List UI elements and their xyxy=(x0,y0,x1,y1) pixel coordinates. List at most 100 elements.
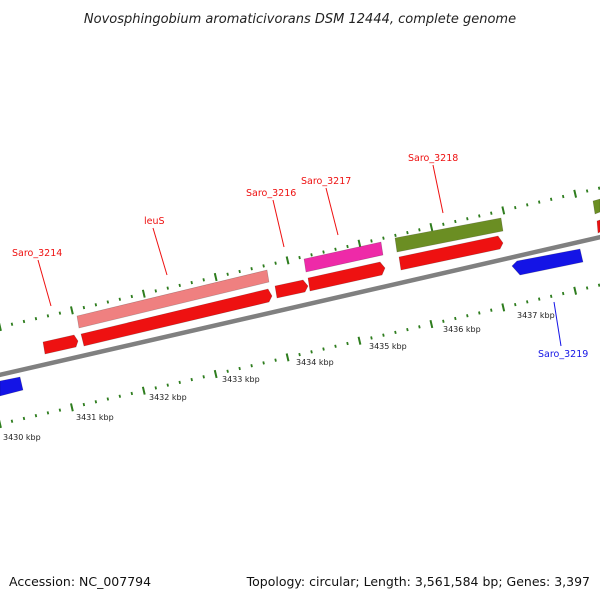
major-tick xyxy=(501,303,506,312)
minor-tick xyxy=(166,383,169,387)
minor-tick xyxy=(454,316,457,321)
minor-tick xyxy=(226,369,229,373)
major-tick xyxy=(0,419,2,429)
minor-tick xyxy=(490,211,493,215)
minor-tick xyxy=(10,419,14,423)
minor-tick xyxy=(34,414,38,418)
minor-tick xyxy=(22,416,26,421)
minor-tick xyxy=(538,297,541,301)
minor-tick xyxy=(58,408,62,412)
major-tick xyxy=(429,222,434,232)
minor-tick xyxy=(418,325,421,329)
minor-tick xyxy=(466,314,469,318)
minor-tick xyxy=(250,267,253,271)
minor-tick xyxy=(130,391,134,396)
gene-label-saro-3217[interactable]: Saro_3217 xyxy=(301,176,351,187)
minor-tick xyxy=(394,233,397,238)
major-tick xyxy=(141,386,146,395)
gene-label-group[interactable]: Saro_3218 xyxy=(408,153,458,214)
minor-tick xyxy=(478,214,481,218)
major-tick xyxy=(501,206,506,215)
accession-text: Accession: NC_007794 xyxy=(9,574,151,589)
minor-tick xyxy=(585,189,589,193)
gene-bar-leuS[interactable] xyxy=(76,269,270,329)
minor-tick xyxy=(298,352,301,357)
major-tick xyxy=(573,286,578,295)
gene-label-saro-3219[interactable]: Saro_3219 xyxy=(538,349,588,360)
minor-tick xyxy=(190,280,193,285)
minor-tick xyxy=(561,291,565,296)
gene-label-leuS[interactable]: leuS xyxy=(144,216,165,227)
minor-tick xyxy=(226,272,229,276)
minor-tick xyxy=(538,200,541,204)
minor-tick xyxy=(94,303,98,307)
minor-tick xyxy=(10,322,14,326)
minor-tick xyxy=(202,278,205,282)
gene-label-saro-3218[interactable]: Saro_3218 xyxy=(408,153,458,164)
gene-label-saro-3214[interactable]: Saro_3214 xyxy=(12,248,62,259)
gene-arrow[interactable] xyxy=(596,219,600,234)
gene-arrow[interactable] xyxy=(307,261,386,292)
minor-tick xyxy=(442,222,445,226)
gene-arrow[interactable] xyxy=(80,288,273,347)
major-tick xyxy=(285,353,290,362)
major-tick xyxy=(0,322,2,332)
major-tick xyxy=(213,272,218,282)
gene-arrow-reverse[interactable] xyxy=(511,248,584,276)
major-tick xyxy=(141,289,146,298)
map-title: Novosphingobium aromaticivorans DSM 1244… xyxy=(84,12,516,27)
minor-tick xyxy=(334,344,337,348)
minor-tick xyxy=(346,244,349,249)
major-tick xyxy=(357,239,362,248)
minor-tick xyxy=(46,314,50,318)
minor-tick xyxy=(549,294,553,298)
minor-tick xyxy=(262,361,265,365)
gene-label-group[interactable]: Saro_3217 xyxy=(301,176,351,236)
minor-tick xyxy=(478,311,481,315)
minor-tick xyxy=(549,197,553,201)
genome-backbone xyxy=(0,234,600,378)
minor-tick xyxy=(166,286,169,290)
gene-label-group[interactable]: Saro_3214 xyxy=(12,248,62,307)
minor-tick xyxy=(238,366,241,371)
minor-tick xyxy=(178,380,181,385)
gene-bar-edge[interactable] xyxy=(592,198,600,215)
gene-arrow[interactable] xyxy=(398,235,504,271)
minor-tick xyxy=(106,397,110,401)
minor-tick xyxy=(190,377,193,382)
major-tick xyxy=(70,403,74,412)
inner-tick-track xyxy=(0,283,600,429)
minor-tick xyxy=(262,264,265,268)
minor-tick xyxy=(370,336,373,340)
minor-tick xyxy=(82,305,86,310)
minor-tick xyxy=(94,400,98,404)
minor-tick xyxy=(561,194,565,199)
minor-tick xyxy=(490,308,493,312)
gene-arrow[interactable] xyxy=(274,279,309,299)
minor-tick xyxy=(406,327,409,332)
minor-tick xyxy=(58,311,62,315)
topology-text: Topology: circular; Length: 3,561,584 bp… xyxy=(246,574,590,589)
gene-bar-saro-3217[interactable] xyxy=(303,241,384,273)
minor-tick xyxy=(238,269,241,274)
gene-bar-saro-3218[interactable] xyxy=(394,217,504,253)
gene-arrow-reverse[interactable] xyxy=(0,376,24,397)
minor-tick xyxy=(310,350,313,354)
gene-arrow[interactable] xyxy=(42,334,79,355)
scale-label: 3433 kbp xyxy=(222,375,260,384)
minor-tick xyxy=(526,203,529,207)
minor-tick xyxy=(322,250,325,254)
scale-label: 3435 kbp xyxy=(369,342,407,351)
minor-tick xyxy=(202,375,205,379)
minor-tick xyxy=(442,319,445,323)
gene-label-group[interactable]: leuS xyxy=(144,216,168,276)
scale-label: 3436 kbp xyxy=(443,325,481,334)
gene-label-group[interactable]: Saro_3216 xyxy=(246,188,296,248)
major-tick xyxy=(285,256,290,265)
minor-tick xyxy=(394,330,397,335)
gene-label-saro-3216[interactable]: Saro_3216 xyxy=(246,188,296,199)
minor-tick xyxy=(82,402,86,407)
scale-label: 3434 kbp xyxy=(296,358,334,367)
gene-label-group[interactable]: Saro_3219 xyxy=(538,301,588,360)
